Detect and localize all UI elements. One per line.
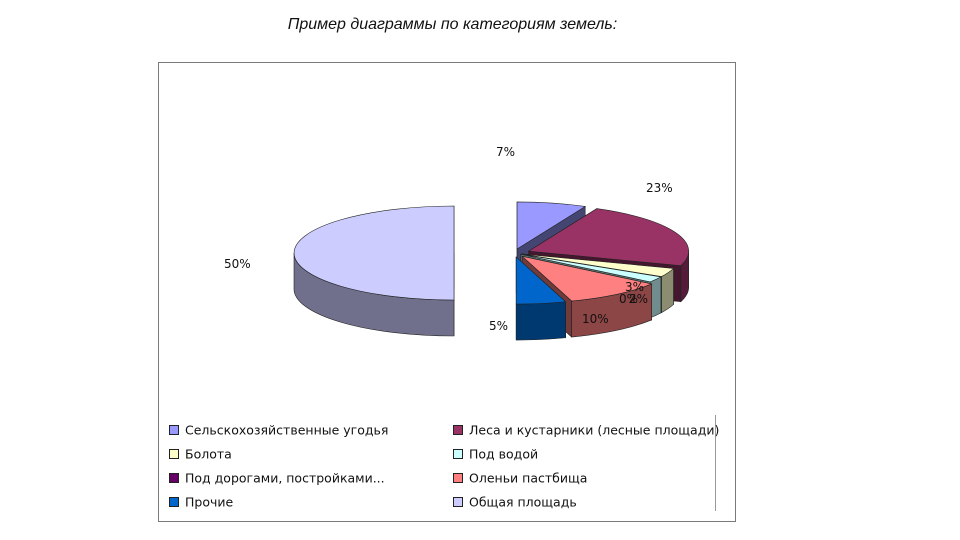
- legend-label: Под дорогами, постройками...: [185, 470, 385, 486]
- legend-divider: [715, 415, 716, 511]
- data-label-4: 2%: [629, 292, 648, 306]
- legend-label: Под водой: [469, 446, 539, 462]
- legend-swatch: [169, 448, 179, 459]
- data-label-1: 7%: [496, 145, 515, 159]
- legend-item-2: Леса и кустарники (лесные площади): [453, 421, 719, 439]
- data-label-7: 5%: [489, 319, 508, 333]
- legend-item-7: Прочие: [169, 493, 233, 511]
- legend-swatch: [453, 448, 463, 459]
- legend-label: Общая площадь: [469, 494, 577, 510]
- legend-swatch: [453, 472, 463, 483]
- legend-label: Леса и кустарники (лесные площади): [469, 422, 720, 438]
- pie-slice-6: [521, 255, 653, 338]
- pie-slice-7: [515, 256, 567, 341]
- legend-swatch: [453, 496, 463, 507]
- legend-label: Прочие: [185, 494, 234, 510]
- legend-swatch: [169, 472, 179, 483]
- legend-swatch: [169, 424, 179, 435]
- data-label-8: 50%: [224, 257, 251, 271]
- data-label-3: 3%: [625, 280, 644, 294]
- legend-item-6: Оленьи пастбища: [453, 469, 587, 487]
- legend-item-1: Сельскохозяйственные угодья: [169, 421, 388, 439]
- legend-item-8: Общая площадь: [453, 493, 577, 511]
- legend-item-5: Под дорогами, постройками...: [169, 469, 385, 487]
- legend-swatch: [169, 496, 179, 507]
- legend-label: Болота: [185, 446, 232, 462]
- legend-swatch: [453, 424, 463, 435]
- chart-frame: 7% 23% 3% 2% 0% 10% 5% 50% Сельскохозяйственные…: [158, 62, 736, 522]
- legend-label: Сельскохозяйственные угодья: [185, 422, 389, 438]
- data-label-2: 23%: [646, 181, 673, 195]
- pie-slice-8: [293, 205, 455, 337]
- legend: Сельскохозяйственные угодья Леса и кустар…: [165, 413, 725, 513]
- legend-label: Оленьи пастбища: [469, 470, 588, 486]
- legend-item-3: Болота: [169, 445, 232, 463]
- pie-chart: 7% 23% 3%2%0% 10% 5% 50%: [224, 145, 689, 341]
- data-label-5: 0%: [619, 292, 638, 306]
- data-label-6: 10%: [582, 312, 609, 326]
- page-title: Пример диаграммы по категориям земель:: [287, 16, 618, 33]
- legend-item-4: Под водой: [453, 445, 538, 463]
